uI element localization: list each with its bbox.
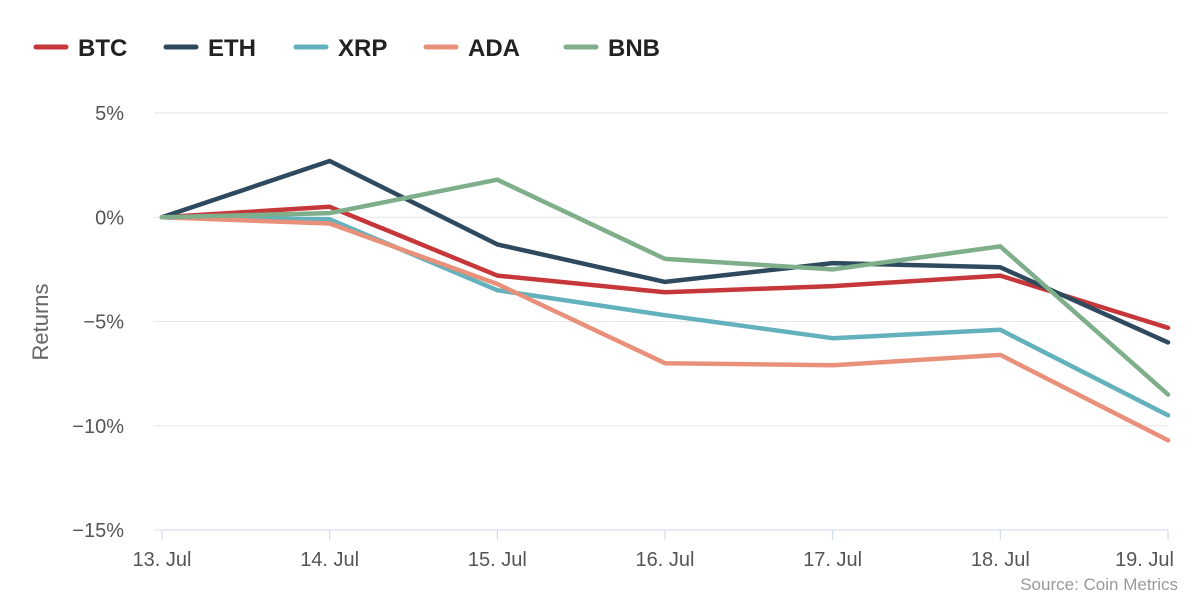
legend: BTC ETH XRP ADA BNB [33, 35, 660, 62]
legend-item-bnb[interactable]: BNB [563, 35, 660, 62]
x-tick-label: 16. Jul [636, 549, 695, 571]
y-axis: 5% 0% −5% −10% −15% [72, 103, 124, 542]
x-tick-label: 13. Jul [133, 549, 192, 571]
series-line-bnb [159, 177, 1171, 397]
y-tick-label: 0% [95, 207, 124, 229]
legend-item-eth[interactable]: ETH [163, 35, 256, 62]
legend-item-ada[interactable]: ADA [423, 35, 520, 62]
y-tick-label: −10% [72, 416, 124, 438]
legend-item-xrp[interactable]: XRP [293, 35, 387, 62]
legend-label: BTC [78, 35, 127, 62]
series-line-xrp [159, 215, 1171, 418]
legend-label: ADA [468, 35, 520, 62]
x-tick-label: 18. Jul [971, 549, 1030, 571]
series-lines [159, 158, 1171, 443]
y-tick-label: −5% [83, 312, 124, 334]
legend-item-btc[interactable]: BTC [33, 35, 127, 62]
series-line-ada [159, 215, 1171, 443]
legend-label: ETH [208, 35, 256, 62]
x-axis: 13. Jul 14. Jul 15. Jul 16. Jul 17. Jul 18. J… [133, 529, 1174, 571]
y-tick-label: −15% [72, 520, 124, 542]
gridlines [154, 112, 1168, 531]
x-tick-label: 17. Jul [803, 549, 862, 571]
x-tick-label: 14. Jul [300, 549, 359, 571]
y-axis-title: Returns [28, 283, 53, 360]
series-line-eth [159, 158, 1171, 345]
x-tick-label: 15. Jul [468, 549, 527, 571]
x-tick-label: 19. Jul [1115, 549, 1174, 571]
series-line-btc [159, 204, 1171, 331]
legend-label: BNB [608, 35, 660, 62]
source-credit: Source: Coin Metrics [1020, 575, 1178, 594]
y-tick-label: 5% [95, 103, 124, 125]
legend-label: XRP [338, 35, 387, 62]
